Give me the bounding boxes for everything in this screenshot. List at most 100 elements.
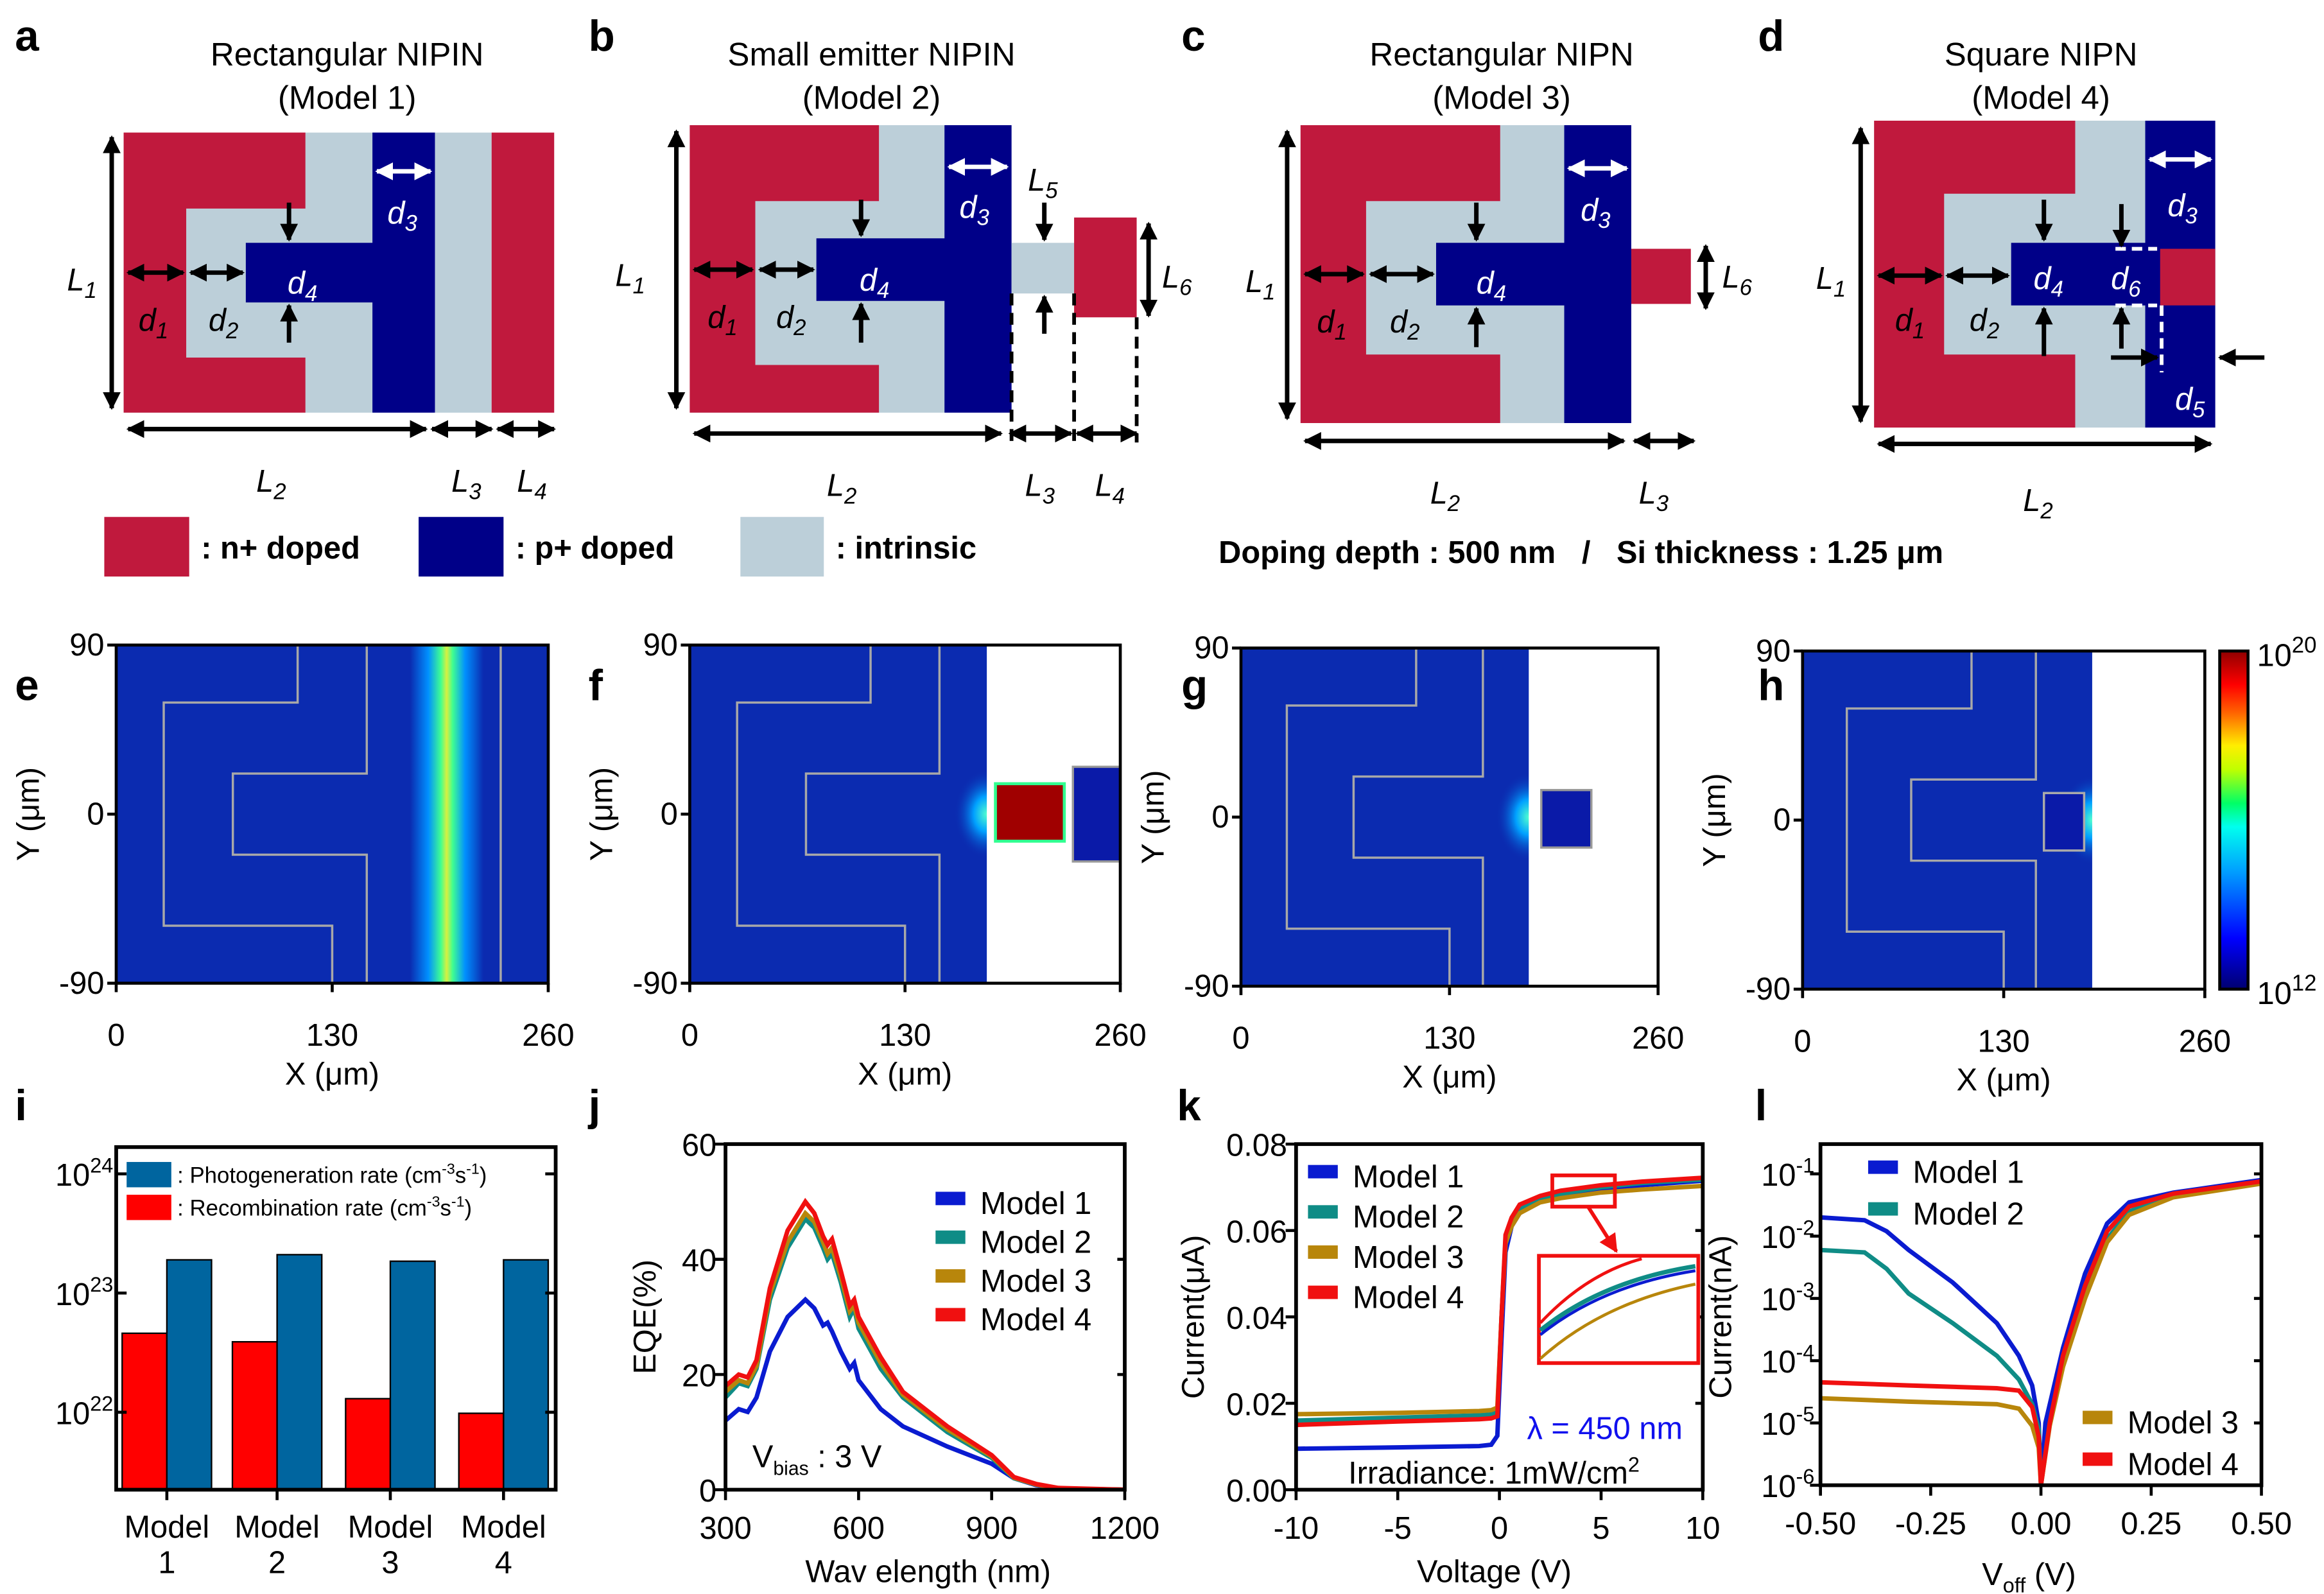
bar-recombination-rate	[121, 1332, 168, 1491]
legend-swatch	[2083, 1410, 2113, 1425]
heatmaps: 90 0 0 130 -90 260 X (μm) Y (μm) 90 0 0 130 -90 260 X …	[11, 628, 2231, 1098]
dim-L6: L6	[1722, 260, 1753, 300]
legend-text-part: -3	[427, 1193, 440, 1210]
legend-swatch	[935, 1308, 966, 1322]
x-tick-label: 0.00	[2011, 1507, 2072, 1541]
tick-base: 10	[1761, 1469, 1796, 1504]
y-tick-label: 90	[1194, 631, 1229, 666]
legend-label: : Recombination rate (cm-3s-1)	[177, 1193, 472, 1221]
y-tick-label: 0	[87, 797, 104, 831]
p-plus-region	[245, 132, 435, 413]
x-axis-label: X (μm)	[858, 1057, 952, 1091]
legend-text-part: -1	[451, 1193, 465, 1210]
region-boundary-inner	[1910, 651, 2037, 989]
series-line-model-4	[1296, 1175, 1703, 1428]
y-tick-label: 20	[682, 1359, 716, 1394]
x-tick-label: 260	[522, 1018, 574, 1053]
heatmap-empty-region	[2092, 651, 2205, 989]
n-plus-emitter	[2160, 248, 2216, 306]
y-tick-label: 1024	[55, 1154, 113, 1193]
x-axis-label: X (μm)	[285, 1057, 379, 1091]
diagram-title: Rectangular NIPN	[1369, 36, 1633, 73]
emitter-region	[2043, 792, 2086, 852]
region-boundary-inner	[1352, 648, 1484, 987]
y-tick-label: 0.08	[1226, 1129, 1287, 1163]
chart-j: 300 600 900 1200 0 20 40 60 Model 1 Model 2 Model …	[628, 1129, 1159, 1590]
bar-photogeneration-rate	[503, 1259, 550, 1491]
region-boundary-inner	[231, 645, 369, 983]
legend-swatch	[1308, 1245, 1338, 1259]
bar-recombination-rate	[345, 1398, 392, 1491]
bar-photogeneration-rate	[389, 1260, 436, 1491]
panel-label-a: a	[15, 12, 39, 60]
y-axis-label: Current(nA)	[1703, 1235, 1738, 1399]
legend-swatch	[126, 1162, 171, 1188]
bar-photogeneration-rate	[276, 1254, 323, 1491]
legend-label: Model 4	[1353, 1280, 1464, 1315]
y-axis-label: Y (μm)	[1136, 770, 1170, 864]
dim-L2: L2	[2023, 483, 2052, 524]
n-plus-emitter	[1631, 248, 1691, 304]
legend-label: Model 1	[1353, 1159, 1464, 1194]
series-line-model-4	[1820, 1179, 2262, 1486]
legend-text-part: : Photogeneration rate (cm	[177, 1163, 442, 1188]
n-plus-region	[123, 132, 306, 413]
y-tick-label: 10-1	[1761, 1154, 1814, 1193]
bias-v: V	[752, 1440, 774, 1475]
diagram-title: Small emitter NIPIN	[727, 36, 1015, 73]
n-plus-region	[689, 125, 880, 413]
x-tick-label: -10	[1274, 1511, 1319, 1546]
n-plus-contact	[491, 132, 555, 413]
dim-d2: d2	[209, 303, 238, 343]
x-tick-label: 0	[1794, 1024, 1811, 1059]
x-tick-label: 1200	[1090, 1511, 1159, 1546]
p-plus-swatch	[419, 517, 504, 577]
tick-exponent: -4	[1796, 1340, 1815, 1364]
x-tick-label: 0.25	[2120, 1507, 2181, 1541]
x-axis-label: X (μm)	[1402, 1060, 1496, 1095]
y-tick-label: 90	[1756, 634, 1791, 668]
legend-text-part: )	[465, 1196, 473, 1221]
tick-exponent: -3	[1796, 1278, 1815, 1301]
y-axis-label: EQE(%)	[628, 1260, 663, 1374]
x-tick-label: 600	[833, 1511, 885, 1546]
legend-swatch	[1308, 1165, 1338, 1179]
dim-L3: L3	[451, 464, 481, 505]
x-tick-label: -0.50	[1785, 1507, 1856, 1541]
legend-label: Model 2	[1353, 1200, 1464, 1234]
colorbar-gradient	[2218, 649, 2250, 991]
plot-frame	[724, 1142, 1127, 1492]
x-tick-label: 1	[158, 1545, 175, 1580]
dim-d1: d1	[1895, 303, 1925, 343]
xlabel-v: V	[1982, 1557, 2003, 1592]
y-tick-label: 0	[699, 1474, 716, 1509]
tick-exponent: -5	[1796, 1403, 1815, 1426]
x-tick-label: Model	[461, 1510, 546, 1545]
x-tick-label: 0	[681, 1018, 698, 1053]
dim-d4: d4	[2034, 261, 2063, 302]
legend-label: Model 4	[980, 1303, 1091, 1337]
diagram-model-4: Square NIPN (Model 4) L1 d1 d2 d3 d4 d6 …	[1816, 36, 2265, 524]
dim-L3: L3	[1639, 476, 1669, 516]
y-tick-label: 90	[69, 628, 104, 663]
emitter-region	[1071, 765, 1122, 863]
x-tick-label: 10	[1685, 1511, 1720, 1546]
dim-L2: L2	[256, 464, 286, 505]
panel-label-h: h	[1758, 662, 1784, 710]
panel-label-b: b	[589, 12, 615, 60]
y-axis-label: Y (μm)	[585, 767, 620, 861]
legend-label: Model 1	[980, 1186, 1091, 1221]
dim-d1: d1	[707, 300, 737, 341]
dim-L2: L2	[1430, 476, 1460, 516]
zoom-arrow	[1586, 1206, 1618, 1253]
y-tick-label: -90	[632, 966, 677, 1001]
region-boundary-outer	[162, 645, 334, 983]
y-tick-label: 0	[1211, 800, 1229, 835]
dim-d5: d5	[2175, 382, 2205, 422]
heatmap-panel-g: 90 0 0 130 -90 260 X (μm) Y (μm)	[1136, 631, 1684, 1095]
legend-text-part: )	[480, 1163, 487, 1188]
dim-d2: d2	[1390, 305, 1419, 345]
panel-label-d: d	[1758, 12, 1784, 60]
panel-labels: a b c d e f g h i j k l	[15, 12, 1784, 1130]
x-axis-label: Voltage (V)	[1417, 1554, 1572, 1589]
